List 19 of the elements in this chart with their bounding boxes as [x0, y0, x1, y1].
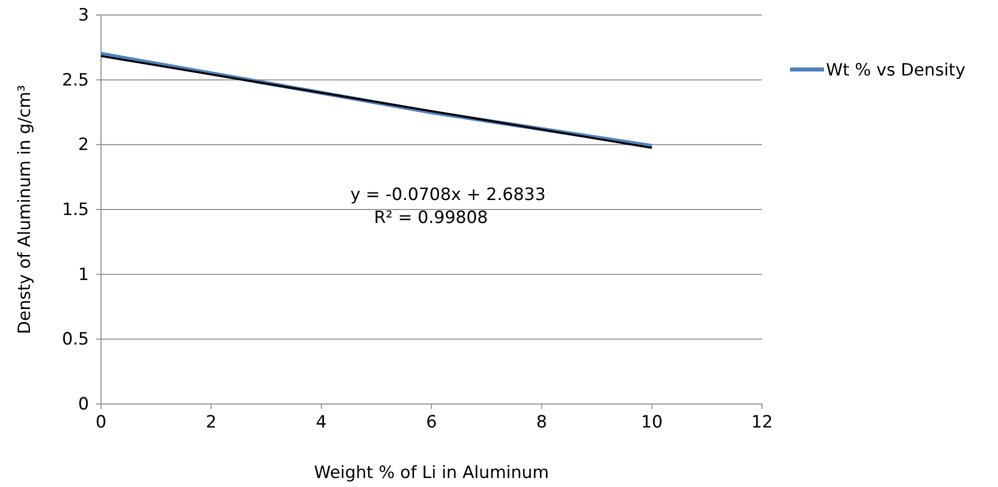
- x-tick-label: 4: [316, 412, 327, 432]
- x-axis-title: Weight % of Li in Aluminum: [314, 463, 549, 483]
- y-tick-label: 1.5: [62, 200, 89, 220]
- x-tick-label: 12: [751, 412, 773, 432]
- y-tick-label: 0: [78, 394, 89, 414]
- annotation: y = -0.0708x + 2.6833: [350, 185, 546, 205]
- y-tick-label: 0.5: [62, 330, 89, 350]
- y-tick-label: 2.5: [62, 70, 89, 90]
- y-tick-label: 3: [78, 5, 89, 26]
- x-tick-label: 10: [641, 412, 663, 432]
- y-tick-label: 2: [78, 135, 89, 156]
- y-axis-title: Densty of Aluminum in g/cm³: [15, 84, 35, 334]
- annotation: R² = 0.99808: [374, 208, 488, 228]
- y-tick-label: 1: [78, 264, 89, 285]
- x-tick-label: 8: [536, 412, 548, 432]
- x-tick-label: 6: [426, 412, 437, 432]
- x-tick-label: 0: [96, 412, 106, 432]
- legend-label: Wt % vs Density: [826, 60, 966, 80]
- x-tick-label: 2: [206, 412, 217, 432]
